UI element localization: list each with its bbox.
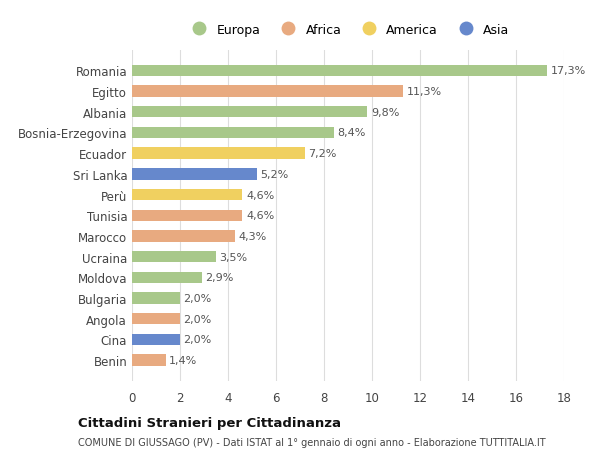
Text: 9,8%: 9,8% — [371, 107, 399, 118]
Text: 2,0%: 2,0% — [184, 335, 212, 345]
Text: 4,6%: 4,6% — [246, 211, 274, 221]
Text: 2,0%: 2,0% — [184, 293, 212, 303]
Text: 8,4%: 8,4% — [337, 128, 365, 138]
Text: 11,3%: 11,3% — [407, 87, 442, 97]
Legend: Europa, Africa, America, Asia: Europa, Africa, America, Asia — [187, 24, 509, 37]
Bar — [132, 334, 180, 345]
Text: 1,4%: 1,4% — [169, 355, 197, 365]
Text: Cittadini Stranieri per Cittadinanza: Cittadini Stranieri per Cittadinanza — [78, 416, 341, 429]
Text: 7,2%: 7,2% — [308, 149, 337, 159]
Bar — [132, 128, 334, 139]
Bar — [132, 169, 257, 180]
Text: 4,3%: 4,3% — [239, 231, 267, 241]
Bar — [132, 313, 180, 325]
Bar — [132, 293, 180, 304]
Bar — [132, 66, 547, 77]
Bar — [132, 148, 305, 159]
Bar — [132, 231, 235, 242]
Bar — [132, 86, 403, 97]
Text: 5,2%: 5,2% — [260, 169, 289, 179]
Bar — [132, 190, 242, 201]
Bar — [132, 252, 216, 263]
Text: 2,9%: 2,9% — [205, 273, 233, 283]
Text: 2,0%: 2,0% — [184, 314, 212, 324]
Bar — [132, 210, 242, 221]
Text: 3,5%: 3,5% — [220, 252, 248, 262]
Bar — [132, 272, 202, 283]
Text: 4,6%: 4,6% — [246, 190, 274, 200]
Bar — [132, 355, 166, 366]
Bar — [132, 107, 367, 118]
Text: 17,3%: 17,3% — [551, 66, 586, 76]
Text: COMUNE DI GIUSSAGO (PV) - Dati ISTAT al 1° gennaio di ogni anno - Elaborazione T: COMUNE DI GIUSSAGO (PV) - Dati ISTAT al … — [78, 437, 545, 447]
